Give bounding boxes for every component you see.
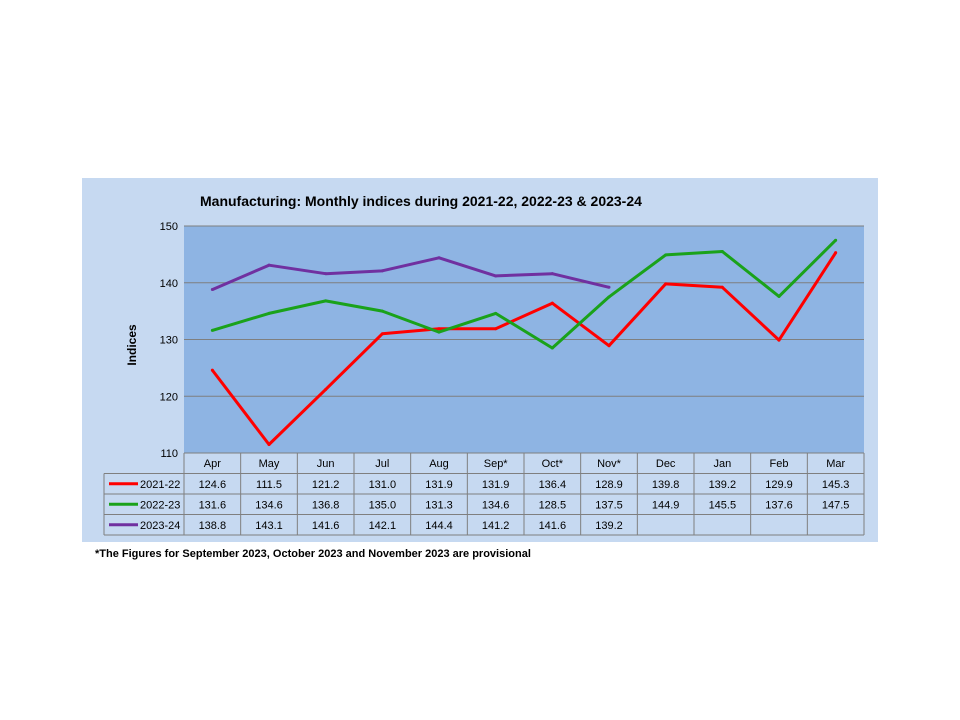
x-tick-label: Nov* <box>597 458 622 470</box>
data-point <box>210 288 214 292</box>
x-tick-label: Sep* <box>484 458 509 470</box>
data-point <box>834 238 838 242</box>
data-label: 124.6 <box>199 479 227 491</box>
y-tick-label: 120 <box>160 391 178 403</box>
y-tick-label: 150 <box>160 221 178 233</box>
data-label: 145.5 <box>709 499 737 511</box>
x-tick-label: Jan <box>713 458 731 470</box>
data-label: 144.9 <box>652 499 680 511</box>
data-point <box>777 338 781 342</box>
data-label: 131.3 <box>425 499 453 511</box>
data-label: 135.0 <box>369 499 397 511</box>
x-tick-label: Mar <box>826 458 845 470</box>
series-line <box>211 251 837 446</box>
data-point <box>267 311 271 315</box>
data-label: 131.6 <box>199 499 227 511</box>
data-label: 139.2 <box>595 520 623 532</box>
data-point <box>324 387 328 391</box>
y-axis-ticks: 110 120 130 140 150 <box>160 221 178 460</box>
data-point <box>210 368 214 372</box>
data-point <box>437 327 441 331</box>
data-point <box>664 253 668 257</box>
data-label: 136.4 <box>539 479 567 491</box>
data-label: 139.2 <box>709 479 737 491</box>
data-label: 131.0 <box>369 479 397 491</box>
data-point <box>210 328 214 332</box>
y-tick-label: 130 <box>160 335 178 347</box>
legend-label: 2023-24 <box>140 520 180 532</box>
data-point <box>834 251 838 255</box>
data-point <box>720 285 724 289</box>
data-point <box>607 295 611 299</box>
y-tick-label: 140 <box>160 278 178 290</box>
data-point <box>494 274 498 278</box>
x-tick-label: Dec <box>656 458 676 470</box>
data-point <box>550 272 554 276</box>
data-label: 136.8 <box>312 499 340 511</box>
data-label: 138.8 <box>199 520 227 532</box>
data-label: 128.5 <box>539 499 567 511</box>
data-label: 111.5 <box>256 479 282 491</box>
data-label: 141.6 <box>539 520 567 532</box>
x-tick-label: Jul <box>375 458 389 470</box>
data-point <box>437 256 441 260</box>
data-label: 128.9 <box>595 479 623 491</box>
data-point <box>267 442 271 446</box>
data-table: Apr May Jun Jul Aug Sep* Oct* Nov* Dec Jan Feb Mar 2… <box>109 458 849 532</box>
data-point <box>324 299 328 303</box>
data-point <box>720 250 724 254</box>
data-point <box>380 332 384 336</box>
x-tick-label: Apr <box>204 458 221 470</box>
data-label: 131.9 <box>482 479 510 491</box>
data-label: 131.9 <box>425 479 453 491</box>
data-label: 141.2 <box>482 520 510 532</box>
chart-title: Manufacturing: Monthly indices during 20… <box>200 193 642 209</box>
chart-frame: Manufacturing: Monthly indices during 20… <box>82 178 878 542</box>
data-label: 137.6 <box>765 499 793 511</box>
x-tick-label: Oct* <box>542 458 564 470</box>
data-label: 134.6 <box>482 499 510 511</box>
legend-label: 2022-23 <box>140 499 180 511</box>
data-label: 144.4 <box>425 520 453 532</box>
data-label: 141.6 <box>312 520 340 532</box>
data-label: 139.8 <box>652 479 680 491</box>
series-lines <box>210 238 838 446</box>
data-point <box>607 344 611 348</box>
data-point <box>607 285 611 289</box>
data-point <box>380 309 384 313</box>
legend-label: 2021-22 <box>140 479 180 491</box>
x-tick-label: Aug <box>429 458 449 470</box>
data-point <box>664 282 668 286</box>
data-point <box>777 294 781 298</box>
data-point <box>494 311 498 315</box>
data-table-grid <box>103 452 865 536</box>
data-label: 134.6 <box>255 499 283 511</box>
data-point <box>550 346 554 350</box>
data-label: 129.9 <box>765 479 793 491</box>
data-label: 145.3 <box>822 479 850 491</box>
x-tick-label: May <box>259 458 280 470</box>
data-point <box>550 301 554 305</box>
chart-svg: 110 120 130 140 150 Apr May Jun Jul Aug Sep* Oct* N… <box>103 221 865 536</box>
data-label: 137.5 <box>595 499 623 511</box>
data-point <box>437 330 441 334</box>
series-line <box>211 256 610 291</box>
data-label: 121.2 <box>312 479 340 491</box>
data-point <box>380 269 384 273</box>
x-tick-label: Jun <box>317 458 335 470</box>
data-label: 142.1 <box>369 520 397 532</box>
x-tick-label: Feb <box>770 458 789 470</box>
series-line <box>211 239 837 350</box>
data-label: 147.5 <box>822 499 850 511</box>
data-label: 143.1 <box>255 520 283 532</box>
data-point <box>324 272 328 276</box>
data-point <box>267 263 271 267</box>
footnote: *The Figures for September 2023, October… <box>95 548 531 560</box>
data-point <box>494 327 498 331</box>
y-tick-label: 110 <box>160 448 178 460</box>
